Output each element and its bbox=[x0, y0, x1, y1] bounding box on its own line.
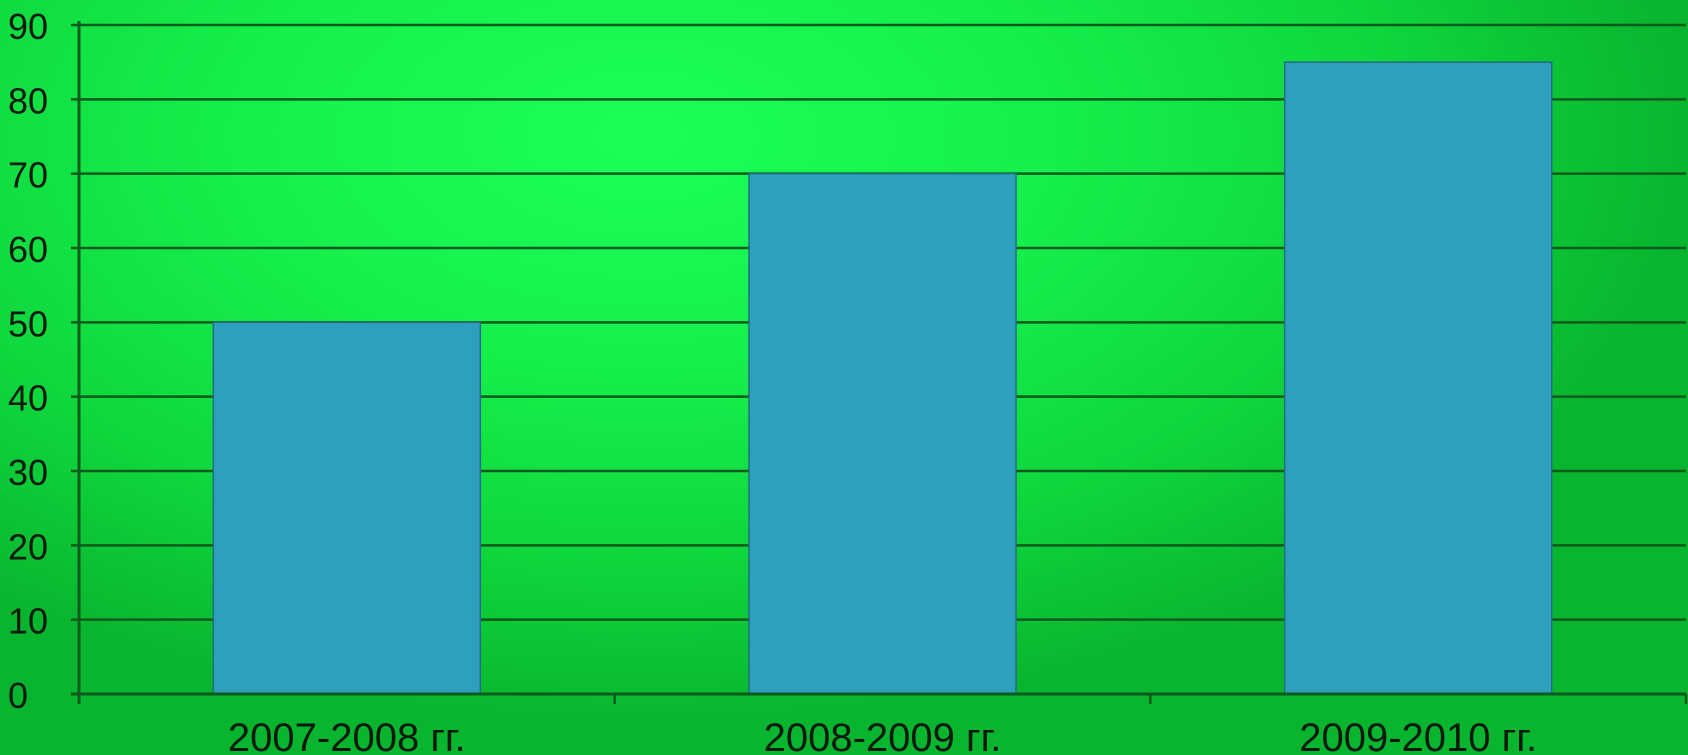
y-tick-label: 20 bbox=[8, 526, 48, 567]
y-tick-label: 40 bbox=[8, 378, 48, 419]
y-tick-label: 80 bbox=[8, 80, 48, 121]
bars bbox=[212, 61, 1553, 695]
y-axis-tick-labels: 0 10 20 30 40 50 60 70 80 90 bbox=[8, 6, 48, 716]
bar-1 bbox=[212, 321, 482, 695]
x-axis-tick-labels: 2007-2008 гг. 2008-2009 гг. 2009-2010 гг. bbox=[228, 716, 1537, 755]
x-tick-label: 2009-2010 гг. bbox=[1299, 716, 1537, 755]
bar-2 bbox=[748, 172, 1017, 695]
y-tick-label: 30 bbox=[8, 452, 48, 493]
x-tick-label: 2007-2008 гг. bbox=[228, 716, 466, 755]
y-tick-label: 10 bbox=[8, 601, 48, 642]
y-tick-label: 60 bbox=[8, 229, 48, 270]
y-tick-label: 50 bbox=[8, 303, 48, 344]
x-tick-label: 2008-2009 гг. bbox=[764, 716, 1002, 755]
axes bbox=[71, 21, 1688, 704]
y-tick-label: 70 bbox=[8, 155, 48, 196]
y-tick-label: 90 bbox=[8, 6, 48, 47]
y-tick-label: 0 bbox=[8, 675, 28, 716]
bar-3 bbox=[1283, 61, 1553, 695]
